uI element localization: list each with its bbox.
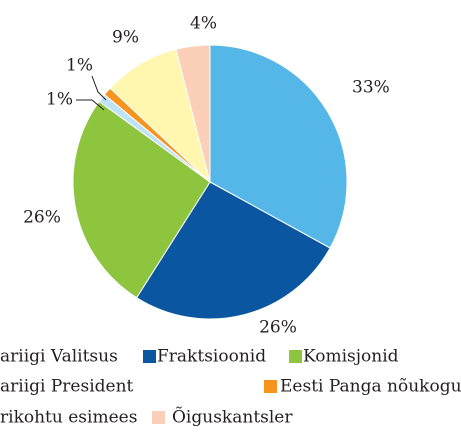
value-label: 33% [352, 78, 390, 98]
legend-label: Õiguskantsler [172, 407, 293, 428]
leader-line [76, 99, 105, 111]
value-label: 9% [112, 28, 139, 48]
legend-swatch [289, 350, 302, 363]
legend-label: rikohtu esimees [0, 408, 137, 428]
value-label: 26% [259, 318, 297, 338]
leader-line [91, 75, 107, 101]
value-label: 26% [23, 208, 61, 228]
pie-slice [135, 181, 331, 320]
value-label: 1% [46, 90, 73, 110]
legend-swatch [143, 350, 156, 363]
pie-slice [209, 44, 348, 249]
value-label: 1% [66, 56, 93, 76]
legend-label: ariigi President [0, 377, 134, 397]
legend-label: Fraktsioonid [157, 347, 266, 367]
pie-slice [72, 100, 211, 299]
pie-slice [175, 44, 211, 183]
legend-label: ariigi Valitsus [0, 347, 118, 367]
legend-label: Eesti Panga nõukogu esimees [280, 377, 461, 397]
legend-label: Komisjonid [303, 347, 399, 367]
legend-swatch [264, 380, 277, 393]
value-label: 4% [190, 14, 217, 34]
legend-swatch [152, 411, 165, 424]
